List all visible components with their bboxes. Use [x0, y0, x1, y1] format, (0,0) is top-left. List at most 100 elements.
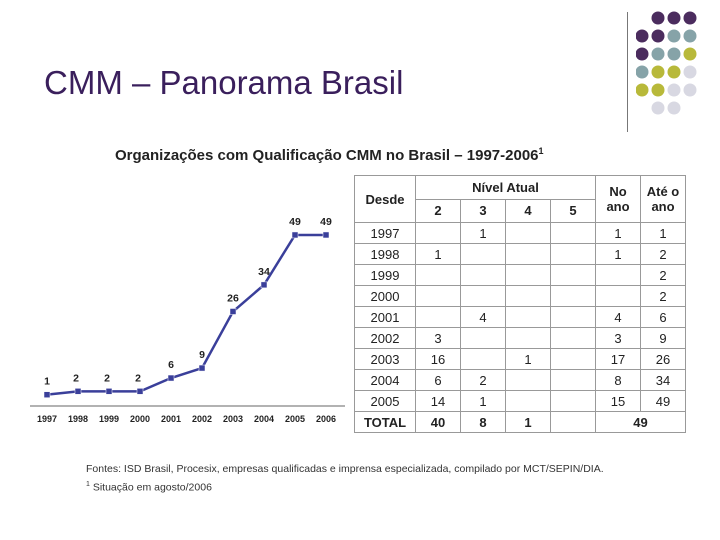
header-desde: Desde — [354, 175, 416, 223]
title-divider — [627, 12, 628, 132]
table-row: 2003 16 1 17 26 — [354, 348, 686, 370]
cell-n4 — [505, 327, 551, 349]
data-point — [43, 391, 51, 398]
decor-dot — [667, 29, 681, 43]
cell-n2 — [415, 306, 461, 328]
header-ate-o-ano: Até o ano — [640, 175, 686, 223]
data-point — [74, 388, 82, 395]
cell-no_ano: 15 — [595, 390, 641, 412]
cell-n4: 1 — [505, 348, 551, 370]
data-point — [167, 374, 175, 382]
line-chart: 1 1997 2 1998 2 1999 2 2000 6 2001 9 2002 26 2003 34 20… — [30, 216, 345, 424]
decor-dot — [667, 11, 681, 25]
x-tick-label: 1999 — [99, 414, 119, 424]
cell-n2: 14 — [415, 390, 461, 412]
decor-dot — [651, 29, 665, 43]
decor-dot — [667, 47, 681, 61]
cell-n2: 3 — [415, 327, 461, 349]
cell-n4 — [505, 243, 551, 265]
x-tick-label: 2006 — [316, 414, 336, 424]
table-body: 1997 1 1 1 1998 1 1 2 1999 2 2000 2 2001 4 4 6 2002 3 3 9 20… — [354, 222, 686, 412]
total-sum: 49 — [595, 411, 686, 433]
table-row: 2002 3 3 9 — [354, 327, 686, 349]
total-n3: 8 — [460, 411, 506, 433]
data-label: 26 — [227, 292, 239, 304]
decor-dot — [667, 101, 681, 115]
cell-no_ano — [595, 264, 641, 286]
decor-dot — [667, 65, 681, 79]
decor-dot — [651, 65, 665, 79]
cell-n4 — [505, 222, 551, 244]
decor-dot — [683, 29, 697, 43]
cell-n3: 1 — [460, 390, 506, 412]
cell-ate: 34 — [640, 369, 686, 391]
header-no-ano: No ano — [595, 175, 641, 223]
total-n4: 1 — [505, 411, 551, 433]
cell-n3: 1 — [460, 222, 506, 244]
cell-n3: 2 — [460, 369, 506, 391]
x-tick-label: 2002 — [192, 414, 212, 424]
decor-dot — [636, 29, 649, 43]
series-line — [46, 233, 326, 396]
cell-no_ano: 1 — [595, 243, 641, 265]
cell-ate: 49 — [640, 390, 686, 412]
data-point — [136, 388, 144, 395]
decor-dot — [667, 83, 681, 97]
slide-title: CMM – Panorama Brasil — [44, 64, 404, 101]
header-level-4: 4 — [505, 198, 551, 223]
cmm-table: Desde Nível Atual No ano Até o ano 2 3 4… — [354, 175, 686, 433]
cell-n3 — [460, 348, 506, 370]
header-level-2: 2 — [415, 198, 461, 223]
data-label: 49 — [289, 216, 301, 228]
cell-year: 2000 — [354, 285, 416, 307]
decor-dot — [636, 65, 649, 79]
data-label: 2 — [135, 372, 141, 384]
x-tick-label: 2001 — [161, 414, 181, 424]
cell-year: 1997 — [354, 222, 416, 244]
table-row: 1997 1 1 1 — [354, 222, 686, 244]
cell-n5 — [550, 285, 596, 307]
decor-dot — [636, 83, 649, 97]
cell-n5 — [550, 369, 596, 391]
decorative-dot-grid — [636, 11, 697, 115]
cell-n2: 1 — [415, 243, 461, 265]
cell-n5 — [550, 306, 596, 328]
data-point — [105, 388, 113, 395]
chart-title-footnote-mark: 1 — [538, 146, 544, 156]
cell-ate: 2 — [640, 243, 686, 265]
cell-year: 2003 — [354, 348, 416, 370]
decor-dot — [683, 83, 697, 97]
table-row: 2001 4 4 6 — [354, 306, 686, 328]
table-total-row: TOTAL 40 8 1 49 — [354, 411, 686, 433]
cell-year: 2004 — [354, 369, 416, 391]
total-label: TOTAL — [354, 411, 416, 433]
decor-dot — [683, 47, 697, 61]
cell-n5 — [550, 390, 596, 412]
cell-n2: 16 — [415, 348, 461, 370]
cell-no_ano: 3 — [595, 327, 641, 349]
decor-dot — [683, 11, 697, 25]
data-point — [260, 281, 268, 289]
x-tick-label: 1998 — [68, 414, 88, 424]
cell-year: 2001 — [354, 306, 416, 328]
cell-n4 — [505, 285, 551, 307]
data-point — [229, 308, 237, 315]
cell-ate: 6 — [640, 306, 686, 328]
decor-dot — [651, 83, 665, 97]
data-label: 49 — [320, 216, 332, 228]
chart-title: Organizações com Qualificação CMM no Bra… — [115, 146, 544, 164]
cell-n2: 6 — [415, 369, 461, 391]
table-row: 2005 14 1 15 49 — [354, 390, 686, 412]
x-tick-label: 1997 — [37, 414, 57, 424]
cell-n5 — [550, 243, 596, 265]
table-row: 1998 1 1 2 — [354, 243, 686, 265]
cell-n5 — [550, 327, 596, 349]
decor-dot — [651, 101, 665, 115]
header-level-3: 3 — [460, 198, 506, 223]
cell-year: 1998 — [354, 243, 416, 265]
cell-n4 — [505, 306, 551, 328]
table-header-row-1: Desde Nível Atual No ano Até o ano — [354, 175, 686, 223]
footnote-sources: Fontes: ISD Brasil, Procesix, empresas q… — [86, 463, 604, 475]
cell-ate: 2 — [640, 285, 686, 307]
cell-no_ano: 17 — [595, 348, 641, 370]
